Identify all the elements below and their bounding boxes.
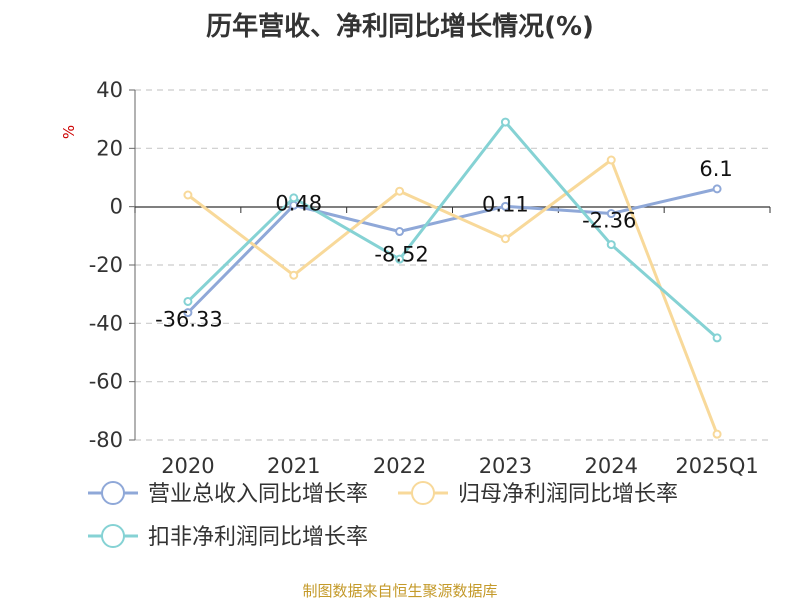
chart-title: 历年营收、净利同比增长情况(%) bbox=[206, 12, 594, 42]
legend-marker bbox=[101, 481, 125, 505]
legend-item: 营业总收入同比增长率 bbox=[88, 481, 368, 507]
x-tick-label: 2020 bbox=[161, 454, 214, 478]
data-point bbox=[606, 155, 616, 165]
data-point bbox=[500, 117, 510, 127]
data-point bbox=[183, 296, 193, 306]
data-point bbox=[183, 308, 193, 318]
legend-item: 归母净利润同比增长率 bbox=[398, 481, 678, 507]
data-point bbox=[712, 429, 722, 439]
source-note: 制图数据来自恒生聚源数据库 bbox=[302, 582, 498, 600]
legend-marker bbox=[411, 481, 435, 505]
data-point bbox=[712, 184, 722, 194]
data-label: -36.33 bbox=[155, 308, 223, 332]
x-tick-label: 2024 bbox=[585, 454, 638, 478]
x-tick-label: 2022 bbox=[373, 454, 426, 478]
data-label: -8.52 bbox=[374, 243, 428, 267]
data-point bbox=[712, 333, 722, 343]
data-point bbox=[606, 209, 616, 219]
series-line bbox=[187, 158, 719, 435]
data-point bbox=[395, 227, 405, 237]
y-tick-label: 20 bbox=[96, 136, 123, 160]
data-point bbox=[289, 270, 299, 280]
data-label: 0.11 bbox=[482, 192, 529, 216]
y-tick-label: -40 bbox=[89, 311, 123, 335]
series-layer bbox=[183, 117, 722, 439]
x-tick-label: 2021 bbox=[267, 454, 320, 478]
y-tick-label: 0 bbox=[110, 195, 123, 219]
data-point bbox=[500, 234, 510, 244]
y-tick-label: -60 bbox=[89, 370, 123, 394]
data-label-layer: -36.33 0.48 -8.52 0.11 -2.36 6.1 bbox=[155, 157, 733, 332]
legend-label: 营业总收入同比增长率 bbox=[148, 482, 368, 507]
y-axis-label: % bbox=[60, 125, 78, 139]
data-label: 6.1 bbox=[699, 157, 732, 181]
legend-marker bbox=[101, 524, 125, 548]
y-tick-label: 40 bbox=[96, 78, 123, 102]
data-point bbox=[395, 186, 405, 196]
x-tick-label: 2025Q1 bbox=[675, 454, 758, 478]
data-point bbox=[500, 201, 510, 211]
data-point bbox=[606, 240, 616, 250]
data-point bbox=[183, 190, 193, 200]
data-point bbox=[289, 193, 299, 203]
data-label: -2.36 bbox=[582, 209, 636, 233]
grid-layer bbox=[135, 89, 770, 441]
legend-label: 扣非净利润同比增长率 bbox=[148, 525, 368, 550]
y-tick-label: -20 bbox=[89, 253, 123, 277]
data-label: 0.48 bbox=[275, 191, 322, 215]
y-tick-label: -80 bbox=[89, 428, 123, 452]
series-line bbox=[186, 120, 719, 340]
legend-label: 归母净利润同比增长率 bbox=[458, 482, 678, 507]
x-tick-label: 2023 bbox=[479, 454, 532, 478]
axis-layer: 40 20 0 -20 -40 -60 -80 2020 2021 2022 2023 2024 202… bbox=[89, 78, 771, 478]
data-point bbox=[395, 254, 405, 264]
legend-item: 扣非净利润同比增长率 bbox=[88, 524, 368, 550]
